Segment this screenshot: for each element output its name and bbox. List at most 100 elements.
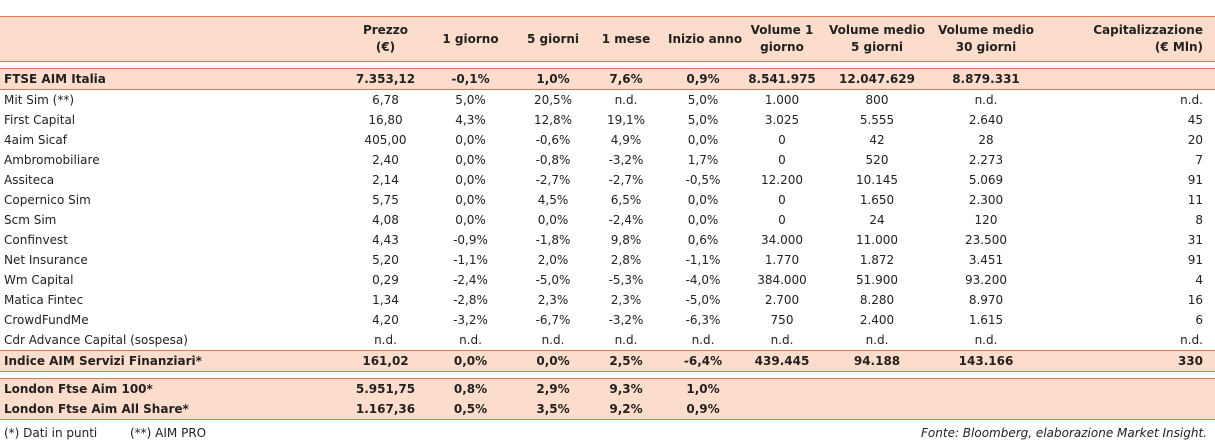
table-cell: n.d. <box>614 333 638 347</box>
column-header-line2: (€) <box>375 40 396 54</box>
table-cell: 2,9% <box>518 378 588 399</box>
london-index-row: London Ftse Aim 100* 5.951,75 0,8% 2,9% 9,3%… <box>0 378 1215 399</box>
table-cell: n.d. <box>691 333 715 347</box>
table-row: Scm Sim 4,08 0,0% 0,0% -2,4% 0,0% 0 24 120 8 <box>0 210 1215 230</box>
table-cell: -6,4% <box>664 350 742 372</box>
table-cell: 7.353,12 <box>348 68 423 90</box>
table-cell: -2,7% <box>608 173 644 187</box>
table-cell <box>932 378 1040 399</box>
table-cell: 0 <box>778 213 786 227</box>
table-cell: 16 <box>1187 293 1203 307</box>
table-cell <box>1040 399 1215 420</box>
table-cell: 94.188 <box>822 350 932 372</box>
column-header: 1 giorno <box>423 16 518 62</box>
table-row: 4aim Sicaf 405,00 0,0% -0,6% 4,9% 0,0% 0 42 28 20 <box>0 130 1215 150</box>
table-cell: 8.970 <box>968 293 1004 307</box>
table-cell: -0,6% <box>535 133 571 147</box>
table-row: Net Insurance 5,20 -1,1% 2,0% 2,8% -1,1% 1.770… <box>0 250 1215 270</box>
table-cell: 161,02 <box>348 350 423 372</box>
row-label: Matica Fintec <box>4 293 84 307</box>
table-cell: 4,43 <box>372 233 399 247</box>
table-cell: 0,9% <box>664 68 742 90</box>
table-cell: -1,8% <box>535 233 571 247</box>
sector-index-row: Indice AIM Servizi Finanziari* 161,02 0,0%… <box>0 350 1215 372</box>
table-cell: n.d. <box>974 333 998 347</box>
column-header-line2: 5 giorni <box>850 40 904 54</box>
row-label: Cdr Advance Capital (sospesa) <box>4 333 188 347</box>
table-cell: 1.770 <box>764 253 800 267</box>
table-cell: 10.145 <box>856 173 898 187</box>
table-cell: 2,3% <box>610 293 642 307</box>
table-cell: 2,3% <box>537 293 569 307</box>
table-cell: 439.445 <box>742 350 822 372</box>
table-cell: 28 <box>978 133 994 147</box>
table-cell: -2,8% <box>453 293 488 307</box>
column-header-line2: (€ Mln) <box>1154 40 1203 54</box>
table-cell: 1,0% <box>664 378 742 399</box>
table-cell: 4,3% <box>455 113 486 127</box>
row-label: 4aim Sicaf <box>4 133 67 147</box>
table-cell: n.d. <box>459 333 482 347</box>
table-cell <box>1040 378 1215 399</box>
table-row: Confinvest 4,43 -0,9% -1,8% 9,8% 0,6% 34.000 11… <box>0 230 1215 250</box>
row-label: Mit Sim (**) <box>4 93 75 107</box>
table-cell: 4 <box>1195 273 1203 287</box>
spacer <box>0 61 1215 69</box>
source-note: Fonte: Bloomberg, elaborazione Market In… <box>921 426 1207 440</box>
table-cell: 750 <box>770 313 794 327</box>
table-cell: 8.541.975 <box>742 68 822 90</box>
row-label: FTSE AIM Italia <box>0 68 348 90</box>
table-cell: 0 <box>778 153 786 167</box>
table-cell: n.d. <box>770 333 794 347</box>
table-cell: -6,3% <box>685 313 721 327</box>
column-header <box>0 16 348 62</box>
table-cell: 6,5% <box>610 193 642 207</box>
table-cell: -6,7% <box>535 313 571 327</box>
table-cell: -5,0% <box>535 273 571 287</box>
table-cell: 9,3% <box>588 378 664 399</box>
table-row: Ambromobiliare 2,40 0,0% -0,8% -3,2% 1,7% 0 520… <box>0 150 1215 170</box>
table-cell: -4,0% <box>685 273 721 287</box>
table-cell: n.d. <box>374 333 397 347</box>
column-header-line2: 30 giorni <box>955 40 1017 54</box>
table-cell: 384.000 <box>757 273 807 287</box>
column-header-line1: Volume 1 <box>750 23 814 37</box>
table-cell: 8.280 <box>859 293 895 307</box>
table-row: Mit Sim (**) 6,78 5,0% 20,5% n.d. 5,0% 1.000 80… <box>0 90 1215 111</box>
table-cell: 5.951,75 <box>348 378 423 399</box>
table-row: Copernico Sim 5,75 0,0% 4,5% 6,5% 0,0% 0 1.650 2… <box>0 190 1215 210</box>
table-cell: 20,5% <box>533 93 573 107</box>
table-cell: 0,0% <box>455 153 486 167</box>
table-cell: 2.400 <box>859 313 895 327</box>
table-cell: -3,2% <box>608 153 644 167</box>
column-header: 5 giorni <box>518 16 588 62</box>
table-cell: 93.200 <box>965 273 1007 287</box>
table-cell: 3,5% <box>518 399 588 420</box>
table-cell: 12.047.629 <box>822 68 932 90</box>
table-cell: 8.879.331 <box>932 68 1040 90</box>
row-label: Indice AIM Servizi Finanziari* <box>0 350 348 372</box>
table-cell: 1.167,36 <box>348 399 423 420</box>
table-cell: -5,3% <box>608 273 644 287</box>
table-cell: 91 <box>1187 173 1203 187</box>
table-row: Cdr Advance Capital (sospesa) n.d. n.d. n.d… <box>0 330 1215 351</box>
table-cell: 1.615 <box>968 313 1004 327</box>
table-cell: 0,0% <box>687 213 719 227</box>
table-cell: 0,0% <box>687 133 719 147</box>
column-header: Volume medio 30 giorni <box>932 16 1040 62</box>
column-header-line1: Capitalizzazione <box>1093 23 1203 37</box>
market-table-body: Prezzo (€) 1 giorno 5 giorni 1 mese Inizio an… <box>0 16 1215 420</box>
table-cell: 1.650 <box>859 193 895 207</box>
table-cell: -0,5% <box>685 173 721 187</box>
spacer-row <box>0 371 1215 379</box>
table-row: Wm Capital 0,29 -2,4% -5,0% -5,3% -4,0% 384.00… <box>0 270 1215 290</box>
table-cell: 4,20 <box>372 313 399 327</box>
table-cell: 1.872 <box>859 253 895 267</box>
table-cell <box>822 399 932 420</box>
table-cell: 405,00 <box>364 133 407 147</box>
table-cell: 2.273 <box>968 153 1004 167</box>
table-cell: 5,0% <box>687 93 719 107</box>
table-cell: -0,9% <box>453 233 488 247</box>
row-label: CrowdFundMe <box>4 313 89 327</box>
table-cell: 0,0% <box>455 173 486 187</box>
